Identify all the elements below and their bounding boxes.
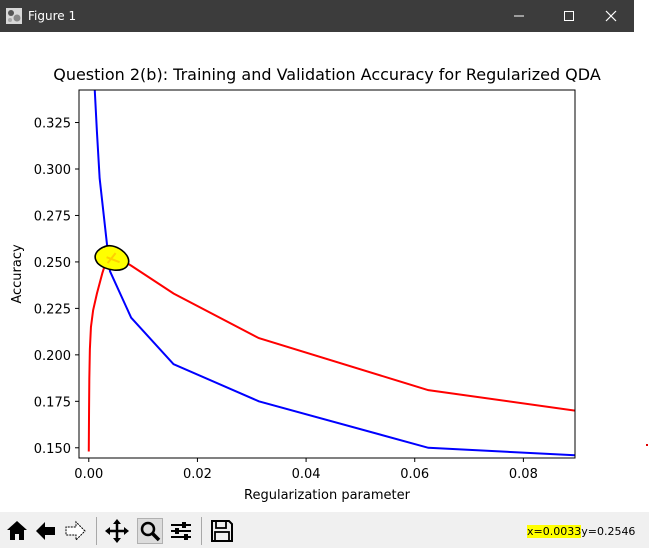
- home-button[interactable]: [4, 518, 30, 544]
- figure-app-icon: [6, 8, 22, 24]
- y-tick-label: 0.175: [34, 395, 71, 410]
- y-tick-label: 0.300: [34, 163, 71, 178]
- plot-frame: [78, 89, 576, 459]
- cursor-y-readout: y=0.2546: [581, 525, 636, 538]
- y-tick-label: 0.275: [34, 209, 71, 224]
- navigation-toolbar: [0, 512, 649, 548]
- y-tick-label: 0.150: [34, 442, 71, 457]
- y-tick-label: 0.250: [34, 256, 71, 271]
- close-button[interactable]: [588, 0, 634, 32]
- x-tick-label: 0.04: [292, 467, 321, 482]
- forward-button[interactable]: [62, 518, 88, 544]
- zoom-button[interactable]: [137, 518, 163, 544]
- series-line-training: [93, 90, 575, 457]
- minimize-icon: [514, 15, 524, 17]
- cursor-coordinates: x=0.0033y=0.2546: [527, 525, 635, 538]
- sliders-icon: [171, 522, 191, 540]
- figure-canvas[interactable]: [0, 32, 634, 512]
- x-tick-label: 0.02: [183, 467, 212, 482]
- window-titlebar: Figure 1: [0, 0, 634, 32]
- configure-subplots-button[interactable]: [168, 518, 194, 544]
- x-tick-label: 0.08: [509, 467, 538, 482]
- chart-plot[interactable]: 0.00 0.02 0.04 0.06 0.08 0.150 0.175 0.200 0.225…: [0, 0, 649, 512]
- close-icon: [605, 10, 617, 22]
- right-arrow-icon: [65, 520, 86, 542]
- series-line-validation: [87, 251, 575, 452]
- toolbar-separator: [201, 517, 202, 545]
- y-axis-label: Accuracy: [10, 244, 25, 304]
- stray-mark: [646, 444, 648, 446]
- floppy-icon: [211, 520, 233, 542]
- toolbar-separator: [96, 517, 97, 545]
- pan-button[interactable]: [104, 518, 130, 544]
- y-tick-label: 0.225: [34, 302, 71, 317]
- minimize-button[interactable]: [496, 0, 542, 32]
- home-icon: [7, 521, 27, 540]
- move-icon: [105, 519, 129, 543]
- left-arrow-icon: [36, 522, 55, 540]
- chart-title: Question 2(b): Training and Validation A…: [53, 65, 601, 84]
- save-button[interactable]: [209, 518, 235, 544]
- x-axis-label: Regularization parameter: [244, 488, 411, 503]
- cursor-x-readout: x=0.0033: [527, 525, 582, 538]
- back-button[interactable]: [33, 518, 59, 544]
- magnifier-icon: [140, 521, 161, 542]
- annotation-circle: [94, 244, 130, 271]
- x-tick-label: 0.00: [74, 467, 103, 482]
- annotation-marker: [106, 256, 120, 264]
- y-tick-label: 0.325: [34, 117, 71, 132]
- annotation-marker: [106, 252, 117, 264]
- maximize-button[interactable]: [546, 0, 592, 32]
- x-tick-label: 0.06: [400, 467, 429, 482]
- window-title: Figure 1: [28, 9, 77, 23]
- y-tick-label: 0.200: [34, 349, 71, 364]
- maximize-icon: [564, 11, 574, 21]
